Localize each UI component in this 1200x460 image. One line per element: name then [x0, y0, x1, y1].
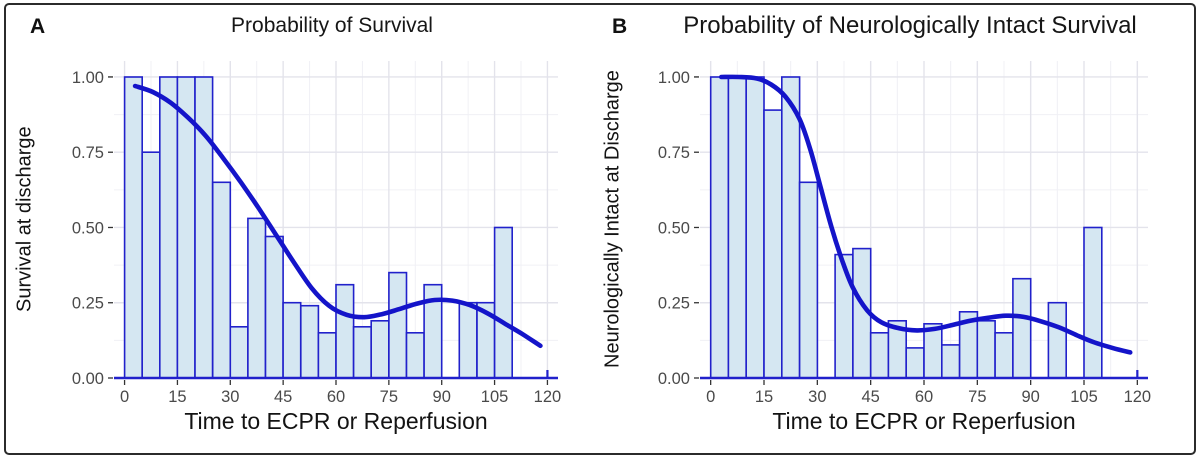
smooth-curve — [719, 74, 1133, 355]
bar — [869, 331, 890, 379]
bar — [299, 304, 320, 379]
x-tick-label: 0 — [120, 388, 129, 406]
plot-area-a: 0 15 30 45 60 75 90 105 120 0.00 0.25 0.50 0.75 1.00 — [72, 61, 561, 406]
bar — [940, 344, 961, 379]
bar — [976, 319, 996, 379]
plot-area-b: 0 15 30 45 60 75 90 105 120 0.00 0.25 0.50 0.75 1.00 — [658, 61, 1151, 406]
y-tick-label: 0.75 — [658, 144, 690, 162]
chart-panel-a: 0 15 30 45 60 75 90 105 120 0.00 0.25 0.50 0.75 1.00 … — [6, 5, 600, 451]
panel-title-a: Probability of Survival — [231, 14, 433, 37]
bar — [370, 319, 390, 379]
y-tick-label: 0.50 — [72, 219, 104, 237]
y-tick-label: 0.25 — [72, 295, 104, 313]
bar — [247, 217, 267, 379]
panel-title-b: Probability of Neurologically Intact Sur… — [683, 12, 1137, 39]
bar — [834, 253, 854, 379]
figure-frame: 0 15 30 45 60 75 90 105 120 0.00 0.25 0.50 0.75 1.00 … — [4, 3, 1196, 455]
x-axis-title-b: Time to ECPR or Reperfusion — [772, 408, 1076, 434]
panel-label-b: B — [612, 15, 628, 38]
bar — [388, 271, 408, 379]
bar — [781, 76, 801, 379]
y-tick-label: 1.00 — [72, 69, 104, 87]
x-tick-label: 90 — [1021, 388, 1039, 406]
bar — [493, 226, 514, 379]
bar — [282, 301, 302, 379]
axis-ticks: 0 15 30 45 60 75 90 105 120 0.00 0.25 0.50 0.75 1.00 — [72, 69, 561, 406]
axis-ticks: 0 15 30 45 60 75 90 105 120 0.00 0.25 0.50 0.75 1.00 — [658, 69, 1151, 406]
bar — [405, 331, 425, 379]
smooth-curve — [132, 83, 543, 349]
x-axis-title-a: Time to ECPR or Reperfusion — [184, 408, 488, 434]
x-tick-label: 30 — [221, 388, 239, 406]
bar — [727, 76, 747, 379]
bar — [709, 76, 730, 379]
x-tick-label: 45 — [861, 388, 879, 406]
bar — [194, 76, 214, 379]
bar — [1047, 301, 1067, 379]
x-tick-label: 30 — [808, 388, 826, 406]
bar — [264, 235, 284, 379]
panel-label-a: A — [30, 15, 46, 38]
histogram-bars — [123, 76, 514, 379]
chart-panel-b: 0 15 30 45 60 75 90 105 120 0.00 0.25 0.50 0.75 1.00 … — [600, 5, 1194, 451]
y-tick-label: 0.00 — [658, 370, 690, 388]
x-tick-label: 105 — [1070, 388, 1098, 406]
x-tick-label: 0 — [706, 388, 715, 406]
x-tick-label: 90 — [433, 388, 451, 406]
bar — [229, 325, 249, 379]
bar — [352, 325, 373, 379]
x-tick-label: 60 — [327, 388, 345, 406]
bar — [798, 181, 819, 379]
bar — [211, 181, 232, 379]
bar — [458, 301, 478, 379]
x-tick-label: 120 — [534, 388, 562, 406]
y-tick-label: 0.25 — [658, 295, 690, 313]
bar — [1012, 277, 1032, 379]
bar — [159, 76, 179, 379]
y-axis-title-a: Survival at discharge — [13, 126, 36, 313]
bar — [335, 283, 355, 379]
bar — [763, 109, 783, 379]
y-tick-label: 1.00 — [658, 69, 690, 87]
bar — [141, 151, 161, 379]
bar — [123, 76, 143, 379]
y-tick-label: 0.00 — [72, 370, 104, 388]
bar — [905, 347, 925, 379]
x-tick-label: 15 — [755, 388, 773, 406]
y-tick-label: 0.50 — [658, 219, 690, 237]
x-tick-label: 45 — [274, 388, 292, 406]
x-tick-label: 75 — [380, 388, 398, 406]
x-tick-label: 75 — [968, 388, 986, 406]
bar — [994, 331, 1014, 379]
x-tick-label: 60 — [915, 388, 933, 406]
x-tick-label: 120 — [1124, 388, 1152, 406]
bar — [317, 331, 337, 379]
bar — [745, 76, 765, 379]
bar — [1083, 226, 1103, 379]
y-axis-title-b: Neurologically Intact at Discharge — [601, 70, 624, 369]
y-tick-label: 0.75 — [72, 144, 104, 162]
x-tick-label: 15 — [168, 388, 186, 406]
x-tick-label: 105 — [481, 388, 509, 406]
